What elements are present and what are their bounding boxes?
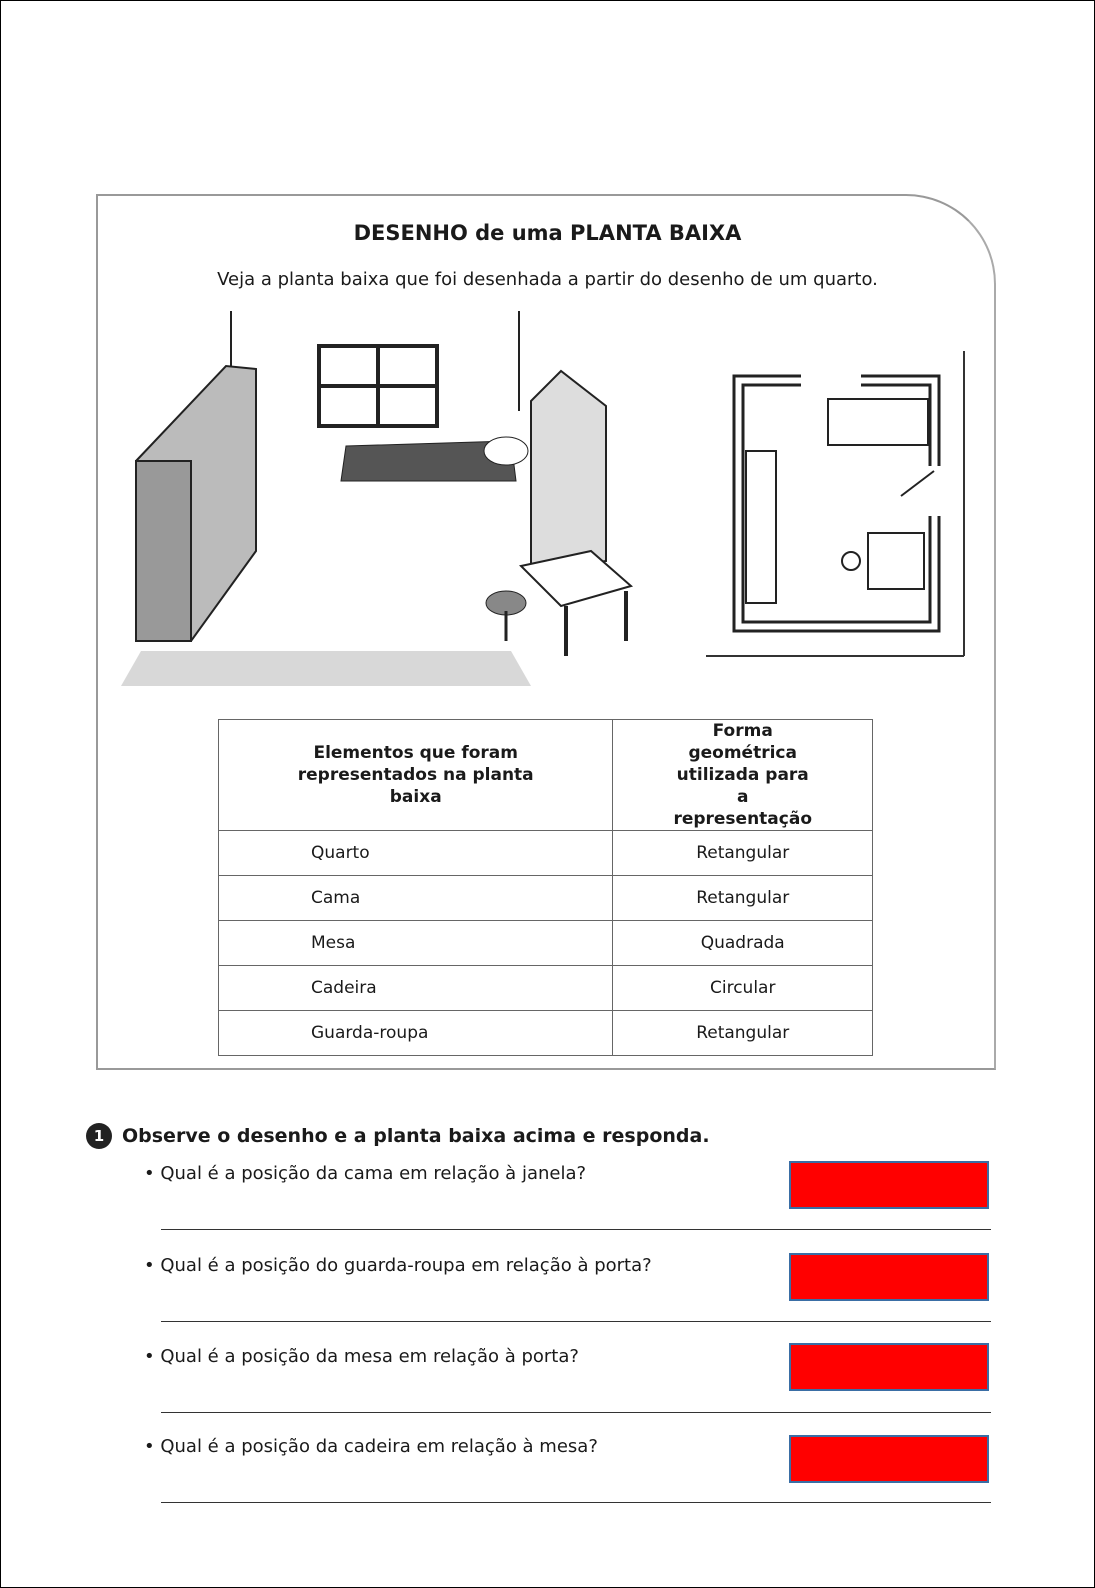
exercise-number-badge: 1 bbox=[86, 1123, 112, 1149]
shape-cell: Retangular bbox=[612, 830, 873, 876]
answer-line-1[interactable] bbox=[161, 1229, 991, 1230]
table-row: Cadeira Circular bbox=[217, 965, 873, 1011]
illustration-box bbox=[96, 194, 996, 1070]
answer-redaction-box-1 bbox=[789, 1161, 989, 1209]
question-3: • Qual é a posição da mesa em relação à … bbox=[144, 1346, 579, 1367]
wardrobe-icon bbox=[135, 364, 257, 642]
shape-cell: Quadrada bbox=[612, 920, 873, 966]
element-cell: Guarda-roupa bbox=[217, 1010, 614, 1056]
element-cell: Mesa bbox=[217, 920, 614, 966]
table-header-row: Elementos que foram representados na pla… bbox=[217, 719, 873, 831]
room-drawing bbox=[121, 311, 634, 686]
bed-icon bbox=[340, 436, 529, 482]
table-row: Quarto Retangular bbox=[217, 830, 873, 876]
shape-cell: Retangular bbox=[612, 1010, 873, 1056]
exercise-heading: 1 Observe o desenho e a planta baixa aci… bbox=[86, 1123, 710, 1149]
page-title: DESENHO de uma PLANTA BAIXA bbox=[353, 221, 742, 245]
answer-line-3[interactable] bbox=[161, 1412, 991, 1413]
bed-shape bbox=[827, 398, 929, 446]
table-row: Guarda-roupa Retangular bbox=[217, 1010, 873, 1056]
wardrobe-shape bbox=[745, 450, 777, 604]
answer-redaction-box-3 bbox=[789, 1343, 989, 1391]
door-icon bbox=[530, 369, 607, 573]
question-4: • Qual é a posição da cadeira em relação… bbox=[144, 1436, 598, 1457]
answer-redaction-box-2 bbox=[789, 1253, 989, 1301]
answer-line-2[interactable] bbox=[161, 1321, 991, 1322]
question-1: • Qual é a posição da cama em relação à … bbox=[144, 1163, 587, 1184]
page-subtitle: Veja a planta baixa que foi desenhada a … bbox=[217, 269, 878, 290]
answer-redaction-box-4 bbox=[789, 1435, 989, 1483]
chair-icon bbox=[485, 590, 527, 641]
element-cell: Quarto bbox=[217, 830, 614, 876]
shape-cell: Retangular bbox=[612, 875, 873, 921]
window-icon bbox=[317, 344, 439, 428]
floor-plan bbox=[706, 351, 965, 657]
question-2: • Qual é a posição do guarda-roupa em re… bbox=[144, 1255, 652, 1276]
element-cell: Cadeira bbox=[217, 965, 614, 1011]
desk-shape bbox=[867, 532, 925, 590]
element-cell: Cama bbox=[217, 875, 614, 921]
elements-table: Elementos que foram representados na pla… bbox=[217, 719, 873, 1056]
desk-icon bbox=[518, 549, 634, 656]
chair-shape bbox=[841, 551, 861, 571]
exercise-instruction: Observe o desenho e a planta baixa acima… bbox=[122, 1125, 710, 1147]
answer-line-4[interactable] bbox=[161, 1502, 991, 1503]
column-header-elements: Elementos que foram representados na pla… bbox=[217, 719, 614, 831]
table-row: Mesa Quadrada bbox=[217, 920, 873, 966]
table-row: Cama Retangular bbox=[217, 875, 873, 921]
shape-cell: Circular bbox=[612, 965, 873, 1011]
column-header-shape: Forma geométrica utilizada para a repres… bbox=[612, 719, 873, 831]
